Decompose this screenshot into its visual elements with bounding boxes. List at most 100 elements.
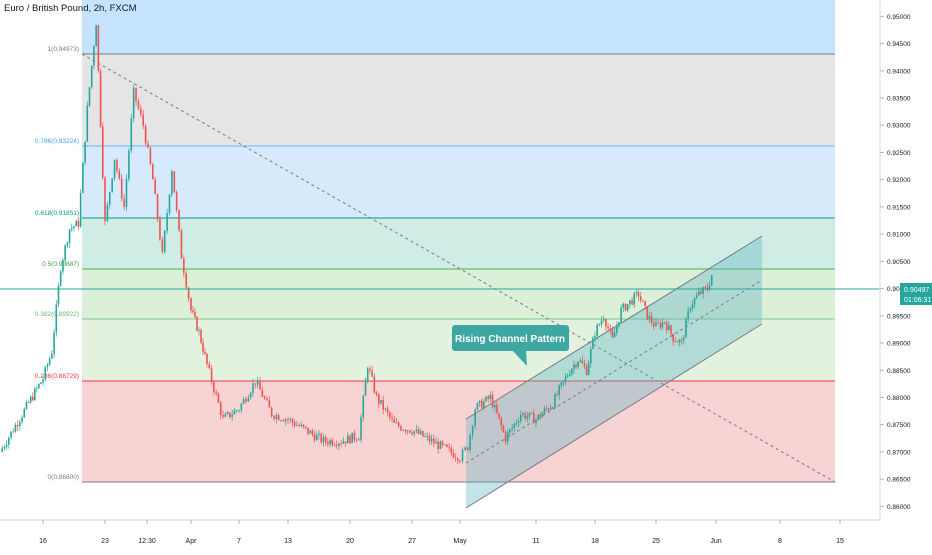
candle-body xyxy=(609,328,612,330)
x-tick-label: 25 xyxy=(652,538,660,545)
candle-body xyxy=(663,322,666,323)
time-axis[interactable]: 16 23 12:30 Apr 7 13 20 27 May 11 18 25 Jun 8 15 xyxy=(0,519,932,550)
candle-body xyxy=(282,420,285,422)
candle-body xyxy=(700,291,702,294)
candle-body xyxy=(513,423,516,428)
candle-body xyxy=(657,322,659,324)
candle-body xyxy=(417,429,420,434)
x-tick-label: 13 xyxy=(284,538,292,545)
candle-body xyxy=(300,424,303,427)
candle-body xyxy=(674,341,677,343)
candle-body xyxy=(478,400,481,404)
annotation-callout[interactable]: Rising Channel Pattern xyxy=(452,325,569,366)
candle-body xyxy=(419,431,422,434)
candle-body xyxy=(611,329,614,338)
candle-body xyxy=(545,408,548,410)
candle-body xyxy=(353,432,356,440)
candle-body xyxy=(509,429,511,433)
x-tick-label: 20 xyxy=(346,538,354,545)
price-tag-value: 0.90497 xyxy=(904,287,929,294)
channel-lower-line[interactable] xyxy=(465,323,763,509)
candle-body xyxy=(539,414,542,418)
candle-body xyxy=(42,379,44,383)
candle-body xyxy=(406,430,409,432)
candle-body xyxy=(450,447,453,453)
candle-body xyxy=(618,322,620,326)
channel-mid-line[interactable] xyxy=(465,279,763,464)
y-tick-label: 0.88000 xyxy=(887,395,911,402)
candle-body xyxy=(327,441,329,445)
candle-body xyxy=(21,417,23,422)
candle-body xyxy=(38,383,40,388)
candle-body xyxy=(231,414,233,418)
annotation-box[interactable] xyxy=(452,325,569,351)
candle-body xyxy=(642,300,644,302)
candle-body xyxy=(151,164,154,180)
candle-body xyxy=(487,396,490,399)
fib-zones xyxy=(82,0,835,482)
candle-body xyxy=(144,125,147,144)
candle-body xyxy=(393,418,396,423)
symbol-title[interactable]: Euro / British Pound, 2h, FXCM xyxy=(4,3,137,14)
candle-body xyxy=(437,441,439,449)
candle-body xyxy=(373,376,376,393)
candle-body xyxy=(202,342,204,352)
candle-body xyxy=(14,424,17,432)
candle-body xyxy=(293,422,296,426)
candle-body xyxy=(435,441,437,444)
candle-body xyxy=(650,315,653,323)
candle-body xyxy=(573,364,575,370)
candle-body xyxy=(175,192,178,210)
candle-body xyxy=(217,393,220,403)
candle-body xyxy=(371,370,373,377)
candle-body xyxy=(66,243,69,246)
candle-body xyxy=(82,162,84,194)
candle-body xyxy=(104,177,106,221)
candle-body xyxy=(504,431,507,442)
candle-body xyxy=(147,143,149,148)
candle-body xyxy=(173,171,176,193)
candle-body xyxy=(180,230,183,259)
candle-body xyxy=(132,87,135,119)
candle-body xyxy=(163,230,166,252)
candle-body xyxy=(116,159,118,171)
candle-body xyxy=(496,404,498,414)
y-tick-label: 0.90500 xyxy=(887,259,911,266)
candle-body xyxy=(213,381,215,392)
rising-channel[interactable] xyxy=(466,236,762,508)
candle-body xyxy=(198,329,200,331)
candle-body xyxy=(386,408,389,413)
candle-body xyxy=(247,397,250,402)
candle-body xyxy=(333,445,336,446)
channel-upper-line[interactable] xyxy=(465,235,763,420)
candle-body xyxy=(55,304,58,333)
candle-body xyxy=(493,404,496,408)
y-tick-label: 0.91500 xyxy=(887,204,911,211)
candle-body xyxy=(75,220,78,227)
candle-body xyxy=(185,273,188,288)
candle-body xyxy=(10,431,12,438)
candle-body xyxy=(541,413,544,418)
y-tick-label: 0.92000 xyxy=(887,177,911,184)
candle-body xyxy=(430,438,433,442)
candle-body xyxy=(693,298,696,305)
candle-body xyxy=(678,339,681,343)
candle-body xyxy=(413,431,415,435)
y-tick-label: 0.93500 xyxy=(887,96,911,103)
price-axis[interactable]: 0.86000 0.86500 0.87000 0.87500 0.88000 0.885… xyxy=(879,0,932,520)
fib-trend-line[interactable] xyxy=(81,53,836,483)
candle-body xyxy=(489,394,492,399)
x-tick-label: 15 xyxy=(836,538,844,545)
x-tick-label: 7 xyxy=(237,538,241,545)
candle-body xyxy=(36,387,38,389)
candle-body xyxy=(691,304,694,309)
candle-body xyxy=(106,204,109,221)
candle-body xyxy=(73,226,75,228)
candle-body xyxy=(461,449,464,462)
candle-body xyxy=(311,430,314,435)
candle-body xyxy=(95,25,97,47)
candle-body xyxy=(358,439,360,441)
candle-body xyxy=(166,213,168,231)
